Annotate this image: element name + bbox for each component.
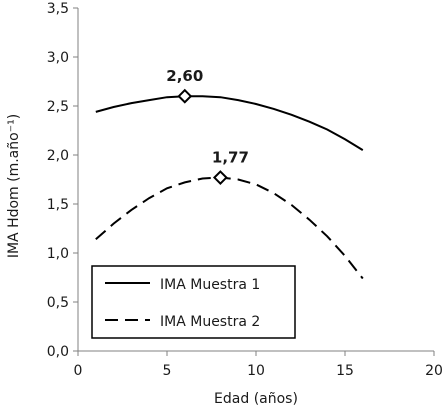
y-tick-label: 2,5 xyxy=(47,99,69,115)
y-tick-label: 1,5 xyxy=(47,197,69,213)
x-axis-title: Edad (años) xyxy=(214,391,298,407)
x-tick-label: 5 xyxy=(163,363,172,379)
y-tick-label: 3,0 xyxy=(47,50,69,66)
peak-label-2: 1,77 xyxy=(212,149,249,167)
series: 2,60 1,77 xyxy=(95,67,364,280)
peak-marker-2 xyxy=(212,170,228,185)
x-ticks: 0 5 10 15 20 xyxy=(74,351,443,379)
y-tick-label: 3,5 xyxy=(47,1,69,17)
y-tick-label: 2,0 xyxy=(47,148,69,164)
peak-label-1: 2,60 xyxy=(166,67,203,85)
y-tick-label: 0,0 xyxy=(47,344,69,360)
y-tick-label: 1,0 xyxy=(47,246,69,262)
legend-box xyxy=(91,265,296,339)
x-tick-label: 0 xyxy=(74,363,83,379)
peak-marker-1 xyxy=(177,88,193,104)
x-tick-label: 10 xyxy=(247,363,265,379)
legend-label-series-2: IMA Muestra 2 xyxy=(160,314,260,330)
series-line-1 xyxy=(95,95,364,151)
legend: IMA Muestra 1 IMA Muestra 2 xyxy=(91,265,296,339)
y-axis-title: IMA Hdom (m.año⁻¹) xyxy=(6,114,22,258)
x-tick-label: 20 xyxy=(425,363,443,379)
y-tick-label: 0,5 xyxy=(47,295,69,311)
legend-label-series-1: IMA Muestra 1 xyxy=(160,277,260,293)
y-ticks: 0,0 0,5 1,0 1,5 2,0 2,5 3,0 3,5 xyxy=(47,1,78,360)
x-tick-label: 15 xyxy=(336,363,354,379)
series-line-2 xyxy=(95,176,364,280)
